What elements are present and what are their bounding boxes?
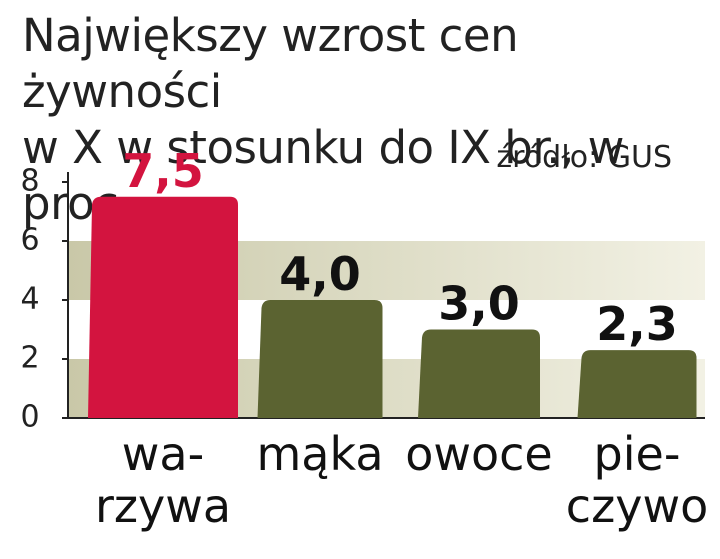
x-tick-label: mąka	[256, 427, 384, 481]
value-label: 2,3	[596, 297, 678, 351]
x-tick-label: wa- rzywa	[94, 427, 232, 533]
y-tick-label: 4	[20, 282, 39, 317]
source: źródło: GUS	[496, 140, 672, 175]
value-label: 3,0	[438, 277, 520, 331]
y-tick-label: 0	[20, 400, 39, 435]
y-tick-label: 6	[20, 223, 39, 258]
bar	[577, 350, 697, 418]
x-tick-label: pie- czywo	[565, 427, 709, 533]
bar	[88, 196, 238, 418]
bar	[257, 300, 383, 418]
y-tick-label: 8	[20, 164, 39, 199]
bar	[418, 329, 540, 418]
x-tick-label: owoce	[405, 427, 553, 481]
value-label: 4,0	[279, 247, 361, 301]
value-label: 7,5	[122, 144, 204, 198]
y-tick-label: 2	[20, 341, 39, 376]
